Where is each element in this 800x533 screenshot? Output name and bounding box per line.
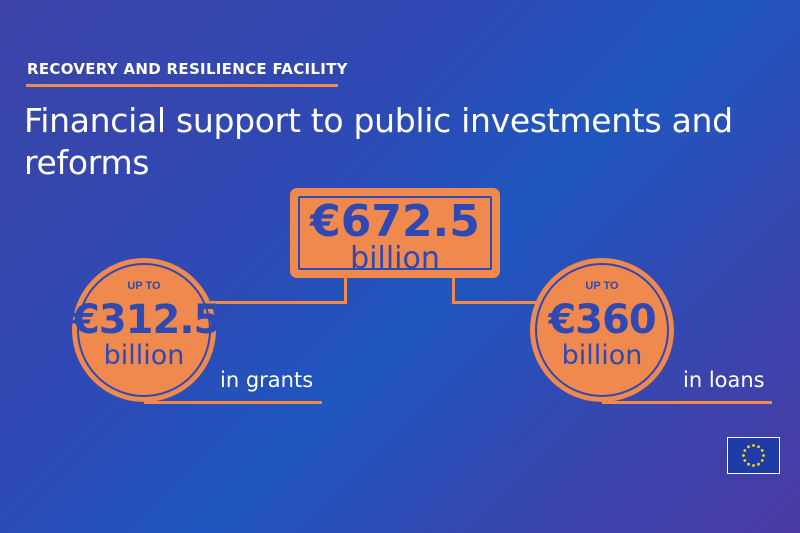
kicker-underline bbox=[26, 84, 338, 87]
grants-label: in grants bbox=[220, 368, 314, 392]
eu-flag-icon bbox=[727, 437, 780, 474]
loans-prefix: UP TO bbox=[585, 280, 619, 292]
total-amount-box: €672.5 billion bbox=[294, 192, 496, 274]
loans-unit: billion bbox=[561, 340, 643, 371]
connector-right-horizontal bbox=[452, 301, 552, 304]
grants-underline bbox=[144, 401, 322, 404]
page-title: Financial support to public investments … bbox=[24, 101, 733, 182]
loans-circle: UP TO €360 billion bbox=[530, 258, 674, 402]
connector-left-horizontal bbox=[210, 301, 347, 304]
total-amount-frame: €672.5 billion bbox=[298, 196, 492, 274]
grants-unit: billion bbox=[103, 340, 185, 371]
connector-left-vertical bbox=[344, 276, 347, 304]
loans-underline bbox=[602, 401, 772, 404]
total-unit: billion bbox=[350, 241, 440, 276]
grants-prefix: UP TO bbox=[127, 280, 161, 292]
grants-circle: UP TO €312.5 billion bbox=[72, 258, 221, 402]
connector-right-vertical bbox=[452, 276, 455, 304]
grants-amount: €312.5 bbox=[72, 297, 221, 343]
kicker-text: RECOVERY AND RESILIENCE FACILITY bbox=[27, 60, 348, 78]
total-amount: €672.5 bbox=[310, 196, 480, 247]
loans-amount: €360 bbox=[548, 297, 656, 343]
loans-label: in loans bbox=[683, 368, 765, 392]
